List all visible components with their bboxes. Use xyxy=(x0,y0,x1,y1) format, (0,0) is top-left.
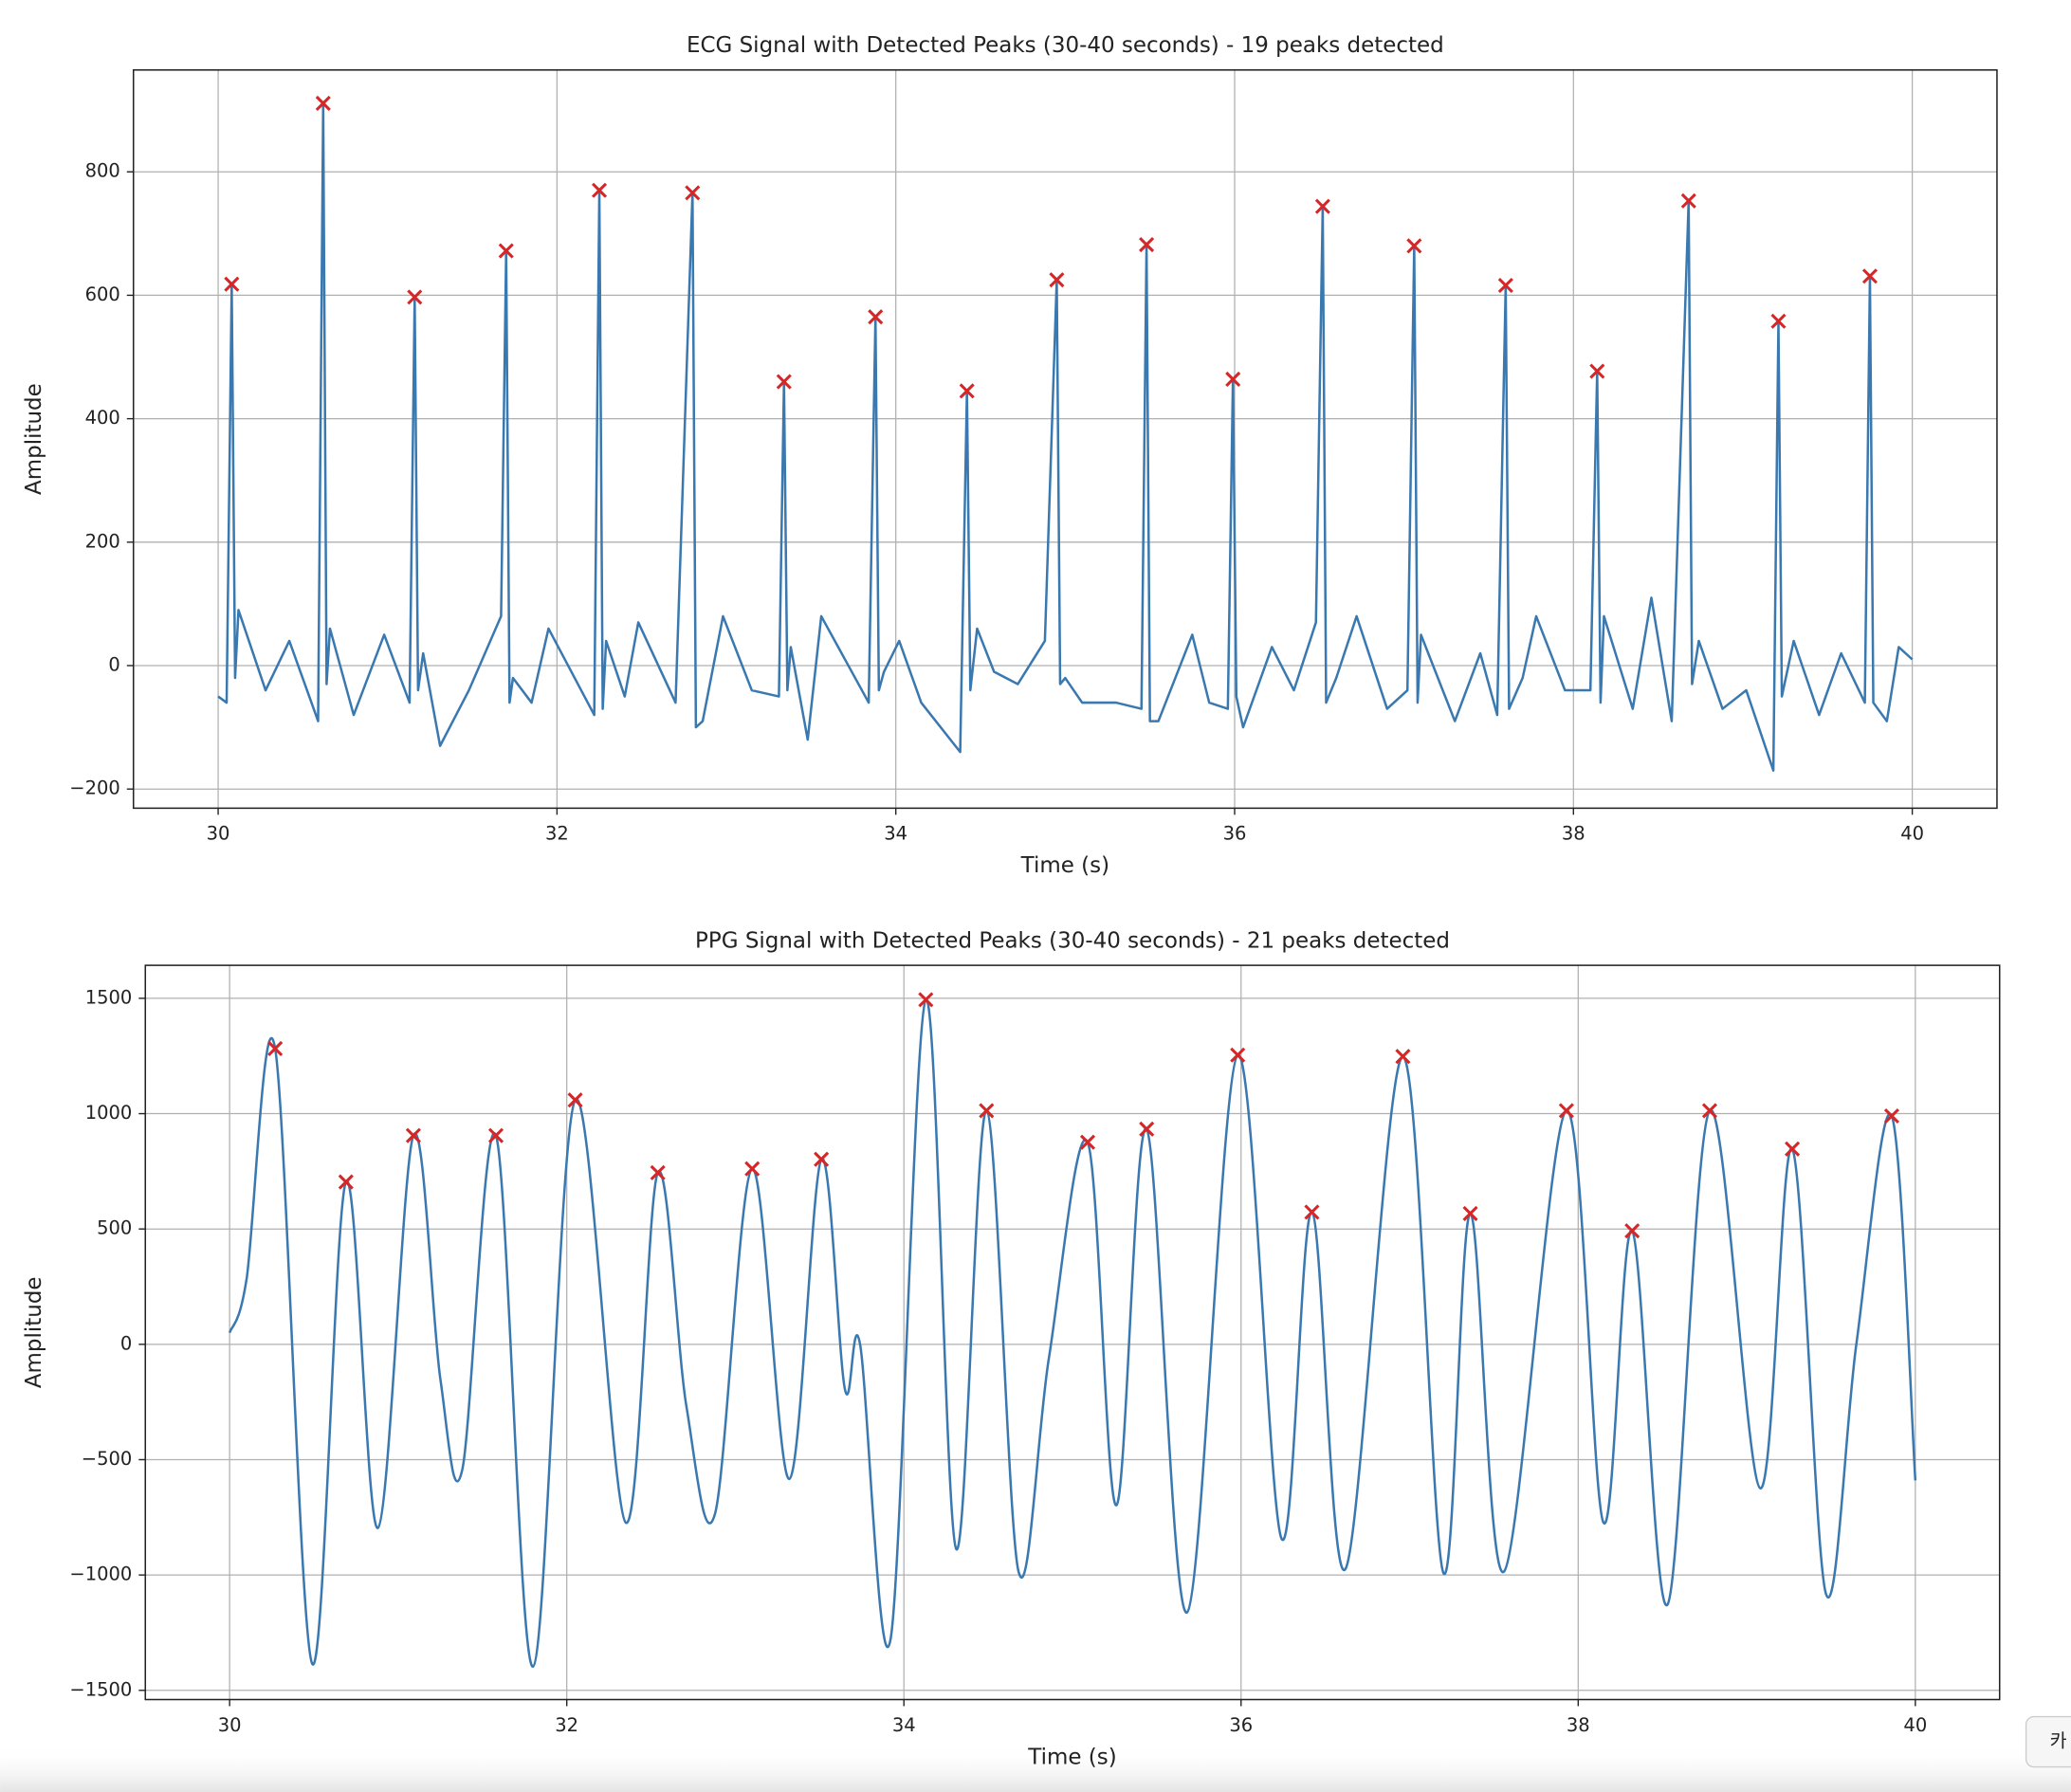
x-tick-label: 38 xyxy=(1562,823,1585,845)
peak-marker xyxy=(338,1174,354,1190)
peak-marker xyxy=(814,1151,830,1167)
y-tick-label: −500 xyxy=(82,1448,133,1470)
y-tick-label: 1500 xyxy=(85,986,133,1008)
peak-marker xyxy=(1624,1223,1640,1239)
y-tick-label: 200 xyxy=(85,530,120,552)
chart-title: PPG Signal with Detected Peaks (30-40 se… xyxy=(695,929,1450,954)
peak-marker xyxy=(1785,1141,1801,1157)
peak-marker xyxy=(1225,371,1241,388)
y-axis-label: Amplitude xyxy=(22,383,46,495)
corner-button[interactable] xyxy=(2025,1715,2071,1768)
peak-marker xyxy=(744,1161,761,1177)
y-tick-label: −1500 xyxy=(69,1678,132,1700)
bottom-bar xyxy=(0,1746,2071,1792)
x-axis-label: Time (s) xyxy=(1020,853,1109,878)
x-tick-label: 34 xyxy=(884,823,907,845)
y-tick-label: 500 xyxy=(97,1217,132,1239)
x-tick-label: 34 xyxy=(892,1714,916,1736)
y-tick-label: 0 xyxy=(108,654,119,676)
peak-marker xyxy=(1314,198,1330,214)
y-tick-label: 1000 xyxy=(85,1102,133,1124)
peak-marker xyxy=(1770,313,1787,329)
x-tick-label: 40 xyxy=(1903,1714,1927,1736)
peak-marker xyxy=(1139,1121,1155,1137)
peak-marker xyxy=(591,182,608,198)
x-tick-label: 38 xyxy=(1567,1714,1590,1736)
peak-marker xyxy=(1395,1049,1411,1065)
x-tick-label: 36 xyxy=(1229,1714,1253,1736)
peak-marker xyxy=(685,185,701,201)
peak-marker xyxy=(1680,192,1696,209)
peak-marker xyxy=(405,1127,421,1143)
peak-marker xyxy=(315,95,331,112)
x-tick-label: 40 xyxy=(1900,823,1924,845)
peak-marker xyxy=(487,1127,504,1143)
peak-marker xyxy=(1462,1205,1478,1221)
y-tick-label: 400 xyxy=(85,407,120,429)
axes-frame xyxy=(132,69,1998,810)
x-tick-label: 32 xyxy=(545,823,569,845)
peak-marker xyxy=(567,1092,583,1108)
peak-marker xyxy=(1139,236,1155,253)
peak-marker xyxy=(1049,272,1065,288)
x-tick-label: 30 xyxy=(207,823,230,845)
peak-marker xyxy=(1589,363,1605,379)
signal-line xyxy=(228,998,1917,1668)
x-axis-label: Time (s) xyxy=(1027,1745,1116,1769)
peak-marker xyxy=(1230,1047,1246,1063)
peak-marker xyxy=(650,1164,666,1180)
peak-marker xyxy=(1406,238,1422,254)
y-tick-label: 800 xyxy=(85,160,120,182)
y-axis-label: Amplitude xyxy=(22,1276,46,1388)
peak-marker xyxy=(267,1040,284,1056)
peak-marker xyxy=(776,374,792,390)
y-tick-label: −200 xyxy=(69,777,120,799)
chart-title: ECG Signal with Detected Peaks (30-40 se… xyxy=(687,33,1444,58)
peak-marker xyxy=(1883,1107,1899,1125)
x-tick-label: 30 xyxy=(218,1714,242,1736)
peak-marker xyxy=(1304,1204,1320,1220)
peak-marker xyxy=(498,243,514,259)
peak-marker xyxy=(918,992,934,1008)
y-tick-label: 0 xyxy=(120,1332,132,1354)
peak-marker xyxy=(959,383,975,399)
signal-line xyxy=(217,101,1914,772)
x-tick-label: 36 xyxy=(1223,823,1247,845)
peak-marker xyxy=(1558,1103,1574,1119)
peak-marker xyxy=(1861,268,1879,284)
peak-marker xyxy=(1497,277,1513,294)
axes-frame xyxy=(144,964,2001,1701)
x-tick-label: 32 xyxy=(555,1714,578,1736)
y-tick-label: 600 xyxy=(85,283,120,305)
corner-button-label[interactable]: 카 xyxy=(2050,1730,2067,1752)
y-tick-label: −1000 xyxy=(69,1563,132,1585)
peak-marker xyxy=(1701,1103,1718,1119)
peak-marker xyxy=(868,309,884,325)
peak-marker xyxy=(1079,1134,1096,1150)
peak-marker xyxy=(979,1103,995,1119)
peak-marker xyxy=(224,276,240,292)
peak-marker xyxy=(407,289,423,305)
